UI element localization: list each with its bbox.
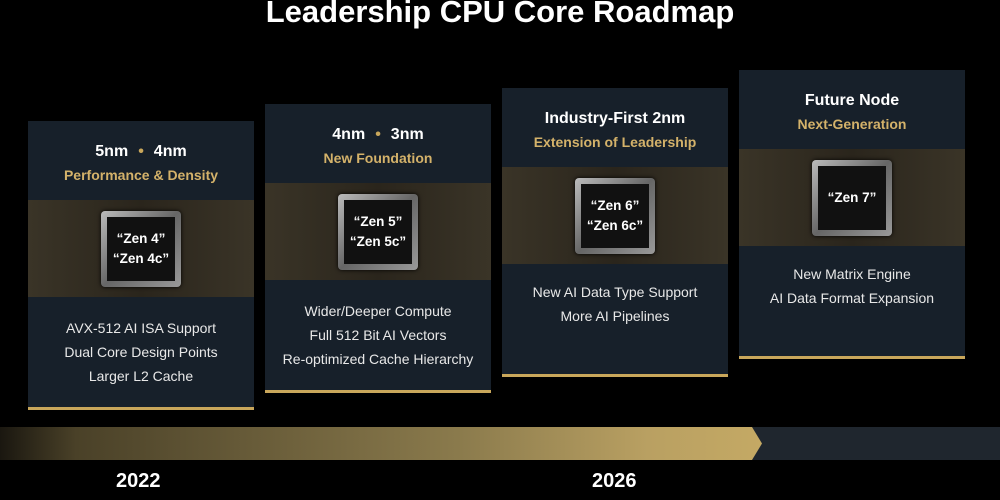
- core-name: “Zen 4c”: [112, 251, 170, 266]
- process-node: 5nm: [95, 142, 129, 160]
- process-node: 4nm: [332, 125, 366, 143]
- feature: Larger L2 Cache: [88, 368, 194, 384]
- feature: AI Data Format Expansion: [769, 290, 935, 306]
- feature: New Matrix Engine: [793, 266, 911, 282]
- year-label: 2026: [592, 470, 637, 492]
- card-subtitle: New Foundation: [323, 149, 433, 166]
- process-node: Future Node: [804, 91, 900, 109]
- feature: New AI Data Type Support: [532, 284, 698, 300]
- feature: Full 512 Bit AI Vectors: [309, 327, 447, 343]
- card-subtitle: Extension of Leadership: [533, 133, 697, 150]
- core-name: “Zen 6”: [590, 198, 640, 213]
- timeline-progress-arrow: [0, 427, 762, 460]
- roadmap-card-zen6: Industry-First 2nm Extension of Leadersh…: [502, 88, 728, 377]
- feature: Re-optimized Cache Hierarchy: [282, 351, 474, 367]
- slide-title: Leadership CPU Core Roadmap: [265, 0, 735, 29]
- card-subtitle: Performance & Density: [63, 166, 219, 183]
- chip-icon: “Zen 7”: [812, 159, 892, 236]
- timeline-future-segment: [740, 427, 1000, 460]
- process-node: Industry-First 2nm: [544, 109, 686, 127]
- feature: Wider/Deeper Compute: [304, 303, 452, 319]
- card-subtitle: Next-Generation: [797, 115, 907, 132]
- roadmap-card-zen7: Future Node Next-Generation “Zen 7” New …: [739, 70, 965, 359]
- feature: AVX-512 AI ISA Support: [66, 320, 216, 336]
- core-name: “Zen 5”: [353, 214, 403, 229]
- chip-icon: “Zen 6” “Zen 6c”: [575, 177, 655, 254]
- bullet-dot-icon: •: [375, 125, 381, 143]
- timeline-bar: [0, 427, 1000, 460]
- core-name: “Zen 6c”: [586, 218, 644, 233]
- process-node: 4nm: [153, 142, 187, 160]
- feature: Dual Core Design Points: [64, 344, 218, 360]
- core-name: “Zen 7”: [827, 190, 877, 205]
- bullet-dot-icon: •: [138, 142, 144, 160]
- process-node: 3nm: [390, 125, 424, 143]
- feature: More AI Pipelines: [560, 308, 670, 324]
- roadmap-card-zen5: 4nm • 3nm New Foundation “Zen 5” “Zen 5c” W…: [265, 104, 491, 393]
- year-label: 2022: [116, 470, 161, 492]
- core-name: “Zen 5c”: [349, 234, 407, 249]
- chip-icon: “Zen 5” “Zen 5c”: [338, 193, 418, 270]
- core-name: “Zen 4”: [116, 231, 166, 246]
- chip-icon: “Zen 4” “Zen 4c”: [101, 210, 181, 287]
- roadmap-card-zen4: 5nm • 4nm Performance & Density “Zen 4” “Ze…: [28, 121, 254, 410]
